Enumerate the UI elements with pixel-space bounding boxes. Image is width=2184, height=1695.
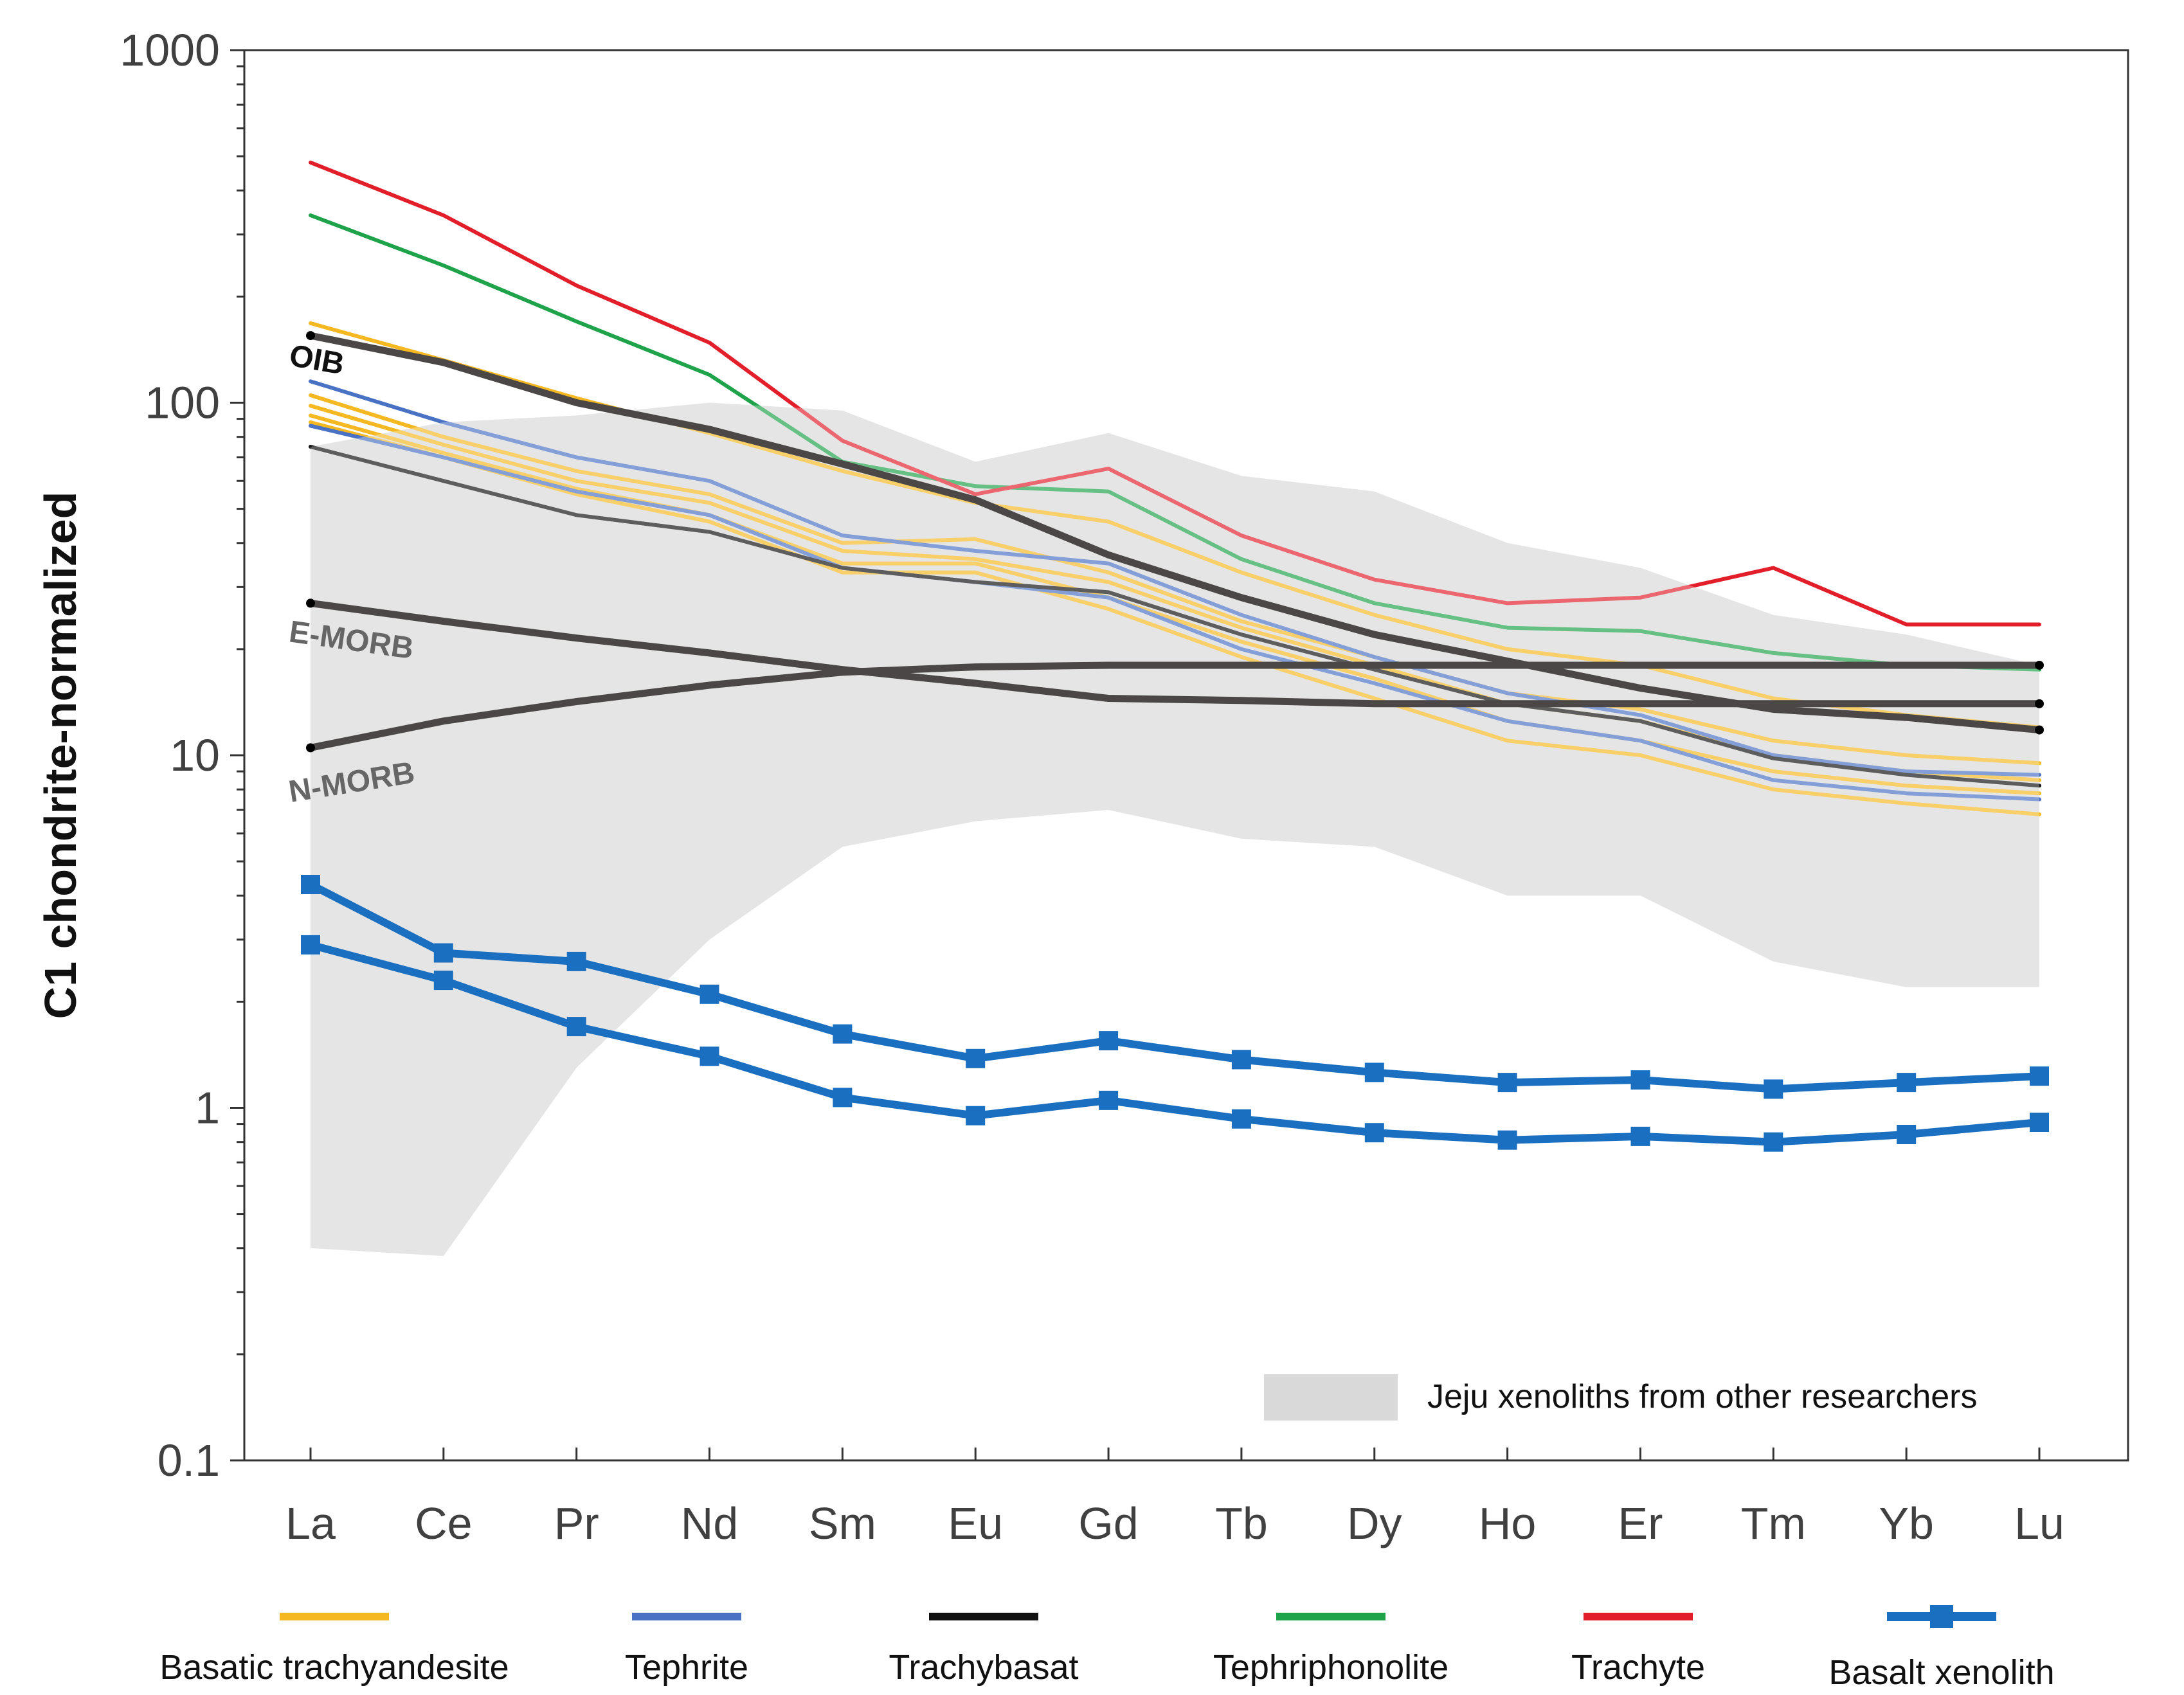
field-legend-swatch (1264, 1374, 1398, 1421)
x-tick-label: Pr (554, 1498, 599, 1548)
xenolith-marker (2030, 1066, 2049, 1086)
xenolith-marker (1099, 1090, 1119, 1110)
x-tick-label: Eu (948, 1498, 1003, 1548)
x-tick-label: Nd (681, 1498, 738, 1548)
xenolith-marker (1364, 1123, 1384, 1143)
legend-label: Tephrite (625, 1648, 748, 1687)
xenolith-marker (833, 1088, 853, 1108)
field-legend: Jeju xenoliths from other researchers (1264, 1374, 1978, 1421)
x-tick-label: Ho (1479, 1498, 1536, 1548)
field-overlay (311, 402, 2039, 1256)
xenolith-marker (433, 943, 453, 963)
x-tick-label: Tb (1215, 1498, 1268, 1548)
xenolith-marker (1630, 1070, 1650, 1090)
series-line-tephrite (309, 424, 2041, 802)
y-tick-label: 100 (145, 378, 220, 428)
xenolith-marker (966, 1106, 986, 1126)
y-axis-label: C1 chondrite-normalized (35, 492, 86, 1019)
x-tick-label: Ce (415, 1498, 472, 1548)
xenolith-marker (566, 951, 586, 971)
xenolith-marker (699, 984, 719, 1004)
x-tick-label: Tm (1741, 1498, 1806, 1548)
series-line-tephriphonolite (309, 213, 2041, 672)
legend-label: Trachyte (1571, 1648, 1705, 1687)
legend-label: Basalt xenolith (1828, 1653, 2054, 1692)
y-tick-label: 10 (170, 730, 220, 780)
series-layer (309, 160, 2041, 1256)
series-line-trachyte (309, 160, 2041, 627)
legend: Basatic trachyandesite Tephrite Trachybasa… (159, 1605, 2055, 1692)
x-tick-label: Gd (1078, 1498, 1138, 1548)
xenolith-marker (433, 971, 453, 991)
x-tick-label: Sm (809, 1498, 876, 1548)
xenolith-series (301, 875, 2049, 1152)
y-axis: 1000 100 10 1 0.1 (120, 25, 244, 1485)
xenolith-marker (1231, 1109, 1251, 1129)
reference-end (2035, 660, 2044, 670)
series-line-tephrite (309, 379, 2041, 777)
xenolith-marker (1764, 1132, 1783, 1152)
series-line-basalt-xenolith (307, 881, 2043, 1093)
y-tick-label: 0.1 (158, 1435, 220, 1485)
legend-marker (1930, 1605, 1953, 1628)
x-tick-label: La (285, 1498, 336, 1548)
xenolith-marker (1897, 1125, 1917, 1144)
field-area (311, 402, 2039, 1256)
field-legend-label: Jeju xenoliths from other researchers (1427, 1378, 1978, 1415)
xenolith-marker (966, 1048, 986, 1068)
reference-end (2035, 699, 2044, 708)
y-tick-label: 1 (195, 1083, 220, 1133)
y-tick-label: 1000 (120, 25, 220, 75)
xenolith-marker (1364, 1063, 1384, 1082)
reference-end (306, 598, 315, 608)
legend-label: Tephriphonolite (1213, 1648, 1448, 1687)
reference-end (2035, 725, 2044, 735)
x-tick-label: Yb (1879, 1498, 1934, 1548)
xenolith-marker (1099, 1031, 1119, 1051)
xenolith-marker (1764, 1079, 1783, 1099)
x-axis: La Ce Pr Nd Sm Eu Gd Tb Dy Ho Er Tm Yb Lu (285, 1448, 2064, 1548)
x-tick-label: Er (1618, 1498, 1663, 1548)
series-line-basaltic-trachyandesite (309, 420, 2041, 816)
reference-curves (306, 331, 2044, 753)
xenolith-marker (833, 1024, 853, 1044)
xenolith-marker (566, 1017, 586, 1037)
xenolith-marker (699, 1046, 719, 1066)
xenolith-marker (301, 935, 320, 955)
xenolith-marker (1897, 1073, 1917, 1093)
x-tick-label: Lu (2014, 1498, 2064, 1548)
xenolith-marker (1497, 1073, 1517, 1093)
reference-end (306, 743, 315, 753)
jeju-xenolith-field (311, 402, 2039, 1256)
series-line-basaltic-trachyandesite (309, 413, 2041, 796)
xenolith-marker (301, 875, 320, 894)
series-line-trachybasalt (309, 445, 2041, 788)
xenolith-marker (2030, 1113, 2049, 1132)
xenolith-marker (1630, 1126, 1650, 1146)
reference-line-e-morb (307, 599, 2043, 708)
xenolith-marker (1231, 1050, 1251, 1070)
series-line-basalt-xenolith (307, 940, 2043, 1146)
x-tick-label: Dy (1347, 1498, 1402, 1548)
reference-end (306, 331, 315, 341)
legend-label: Trachybasat (889, 1648, 1078, 1687)
reference-line-n-morb (307, 661, 2043, 751)
xenolith-marker (1497, 1130, 1517, 1150)
legend-label: Basatic trachyandesite (159, 1648, 509, 1687)
series-line-basaltic-trachyandesite (309, 393, 2041, 766)
